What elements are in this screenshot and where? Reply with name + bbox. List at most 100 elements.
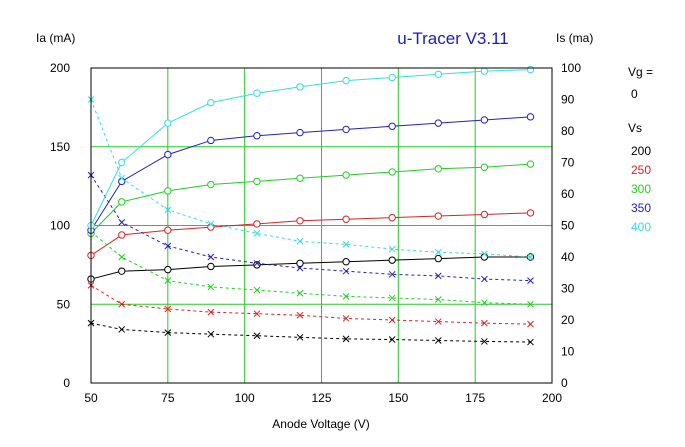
ia-point-400 bbox=[118, 158, 126, 167]
ia-point-300 bbox=[253, 177, 261, 186]
is-marker-stroke bbox=[481, 338, 488, 345]
is-marker-stroke bbox=[296, 289, 304, 297]
is-marker-stroke bbox=[207, 220, 215, 228]
y-right-tick-label: 80 bbox=[561, 124, 575, 138]
ia-point-350 bbox=[480, 116, 489, 124]
is-point-350 bbox=[296, 264, 304, 272]
is-point-300 bbox=[342, 293, 350, 300]
ia-point-400 bbox=[164, 119, 172, 127]
is-point-200 bbox=[527, 338, 534, 346]
x-tick-label: 200 bbox=[542, 391, 562, 405]
ia-point-300 bbox=[342, 171, 350, 179]
is-point-200 bbox=[207, 330, 215, 338]
is-point-350 bbox=[118, 218, 126, 226]
is-point-200 bbox=[296, 333, 304, 341]
y-right-tick-label: 60 bbox=[561, 187, 575, 201]
ia-point-400 bbox=[480, 67, 489, 75]
ia-point-350 bbox=[164, 150, 172, 159]
is-point-200 bbox=[388, 336, 396, 343]
ia-point-350 bbox=[526, 113, 535, 121]
is-point-350 bbox=[527, 277, 534, 284]
is-point-400 bbox=[388, 245, 396, 253]
is-marker-stroke bbox=[164, 305, 172, 313]
ia-point-300 bbox=[118, 198, 126, 206]
y-right-tick-label: 10 bbox=[561, 345, 575, 359]
is-line-200 bbox=[90, 322, 531, 343]
ia-point-350 bbox=[253, 132, 261, 140]
is-marker-stroke bbox=[207, 253, 215, 261]
is-marker-stroke bbox=[388, 336, 396, 343]
x-tick-labels: 50 75 100 125 150 175 200 bbox=[84, 391, 562, 405]
is-marker-stroke bbox=[164, 206, 172, 214]
is-marker-stroke bbox=[434, 272, 442, 280]
is-point-300 bbox=[527, 300, 534, 308]
x-tick-label: 50 bbox=[84, 391, 98, 405]
is-point-400 bbox=[481, 250, 488, 258]
ia-point-400 bbox=[388, 73, 396, 82]
is-point-300 bbox=[296, 289, 304, 297]
legend-entry-300: 300 bbox=[631, 182, 651, 196]
legend: Vg = 0 Vs 200 250 300 350 400 bbox=[628, 65, 653, 234]
legend-vg-label: Vg = bbox=[628, 65, 653, 79]
is-point-250 bbox=[118, 300, 126, 308]
plot-frame bbox=[90, 67, 553, 384]
ia-point-300 bbox=[207, 180, 215, 189]
ia-point-400 bbox=[342, 76, 350, 85]
is-point-350 bbox=[207, 253, 215, 261]
ia-point-300 bbox=[296, 174, 304, 182]
y-left-axis-label: Ia (mA) bbox=[36, 31, 75, 45]
is-point-400 bbox=[253, 230, 261, 237]
is-marker-stroke bbox=[118, 300, 126, 308]
ia-point-200 bbox=[480, 253, 489, 261]
y-left-tick-label: 200 bbox=[50, 61, 70, 75]
is-marker-stroke bbox=[296, 333, 304, 341]
ia-point-300 bbox=[434, 165, 442, 173]
is-point-300 bbox=[434, 296, 442, 303]
is-marker-stroke bbox=[342, 241, 350, 248]
is-marker-stroke bbox=[434, 318, 442, 325]
ia-point-250 bbox=[342, 215, 350, 223]
ia-point-250 bbox=[480, 210, 489, 219]
is-point-200 bbox=[118, 326, 126, 333]
is-point-400 bbox=[296, 237, 304, 245]
x-tick-label: 175 bbox=[465, 391, 485, 405]
ia-point-200 bbox=[296, 259, 304, 267]
y-right-tick-label: 100 bbox=[561, 61, 581, 75]
is-marker-stroke bbox=[164, 329, 172, 336]
ia-point-250 bbox=[526, 209, 535, 217]
is-marker-stroke bbox=[527, 338, 534, 346]
is-marker-stroke bbox=[527, 320, 534, 328]
is-marker-stroke bbox=[118, 218, 126, 226]
is-marker-stroke bbox=[296, 237, 304, 245]
ia-point-350 bbox=[296, 128, 304, 137]
is-point-250 bbox=[481, 319, 488, 327]
is-marker-stroke bbox=[118, 326, 126, 333]
is-point-250 bbox=[207, 308, 215, 316]
is-marker-stroke bbox=[342, 315, 350, 322]
y-right-tick-label: 70 bbox=[561, 156, 575, 170]
legend-entry-200: 200 bbox=[631, 144, 651, 158]
y-left-tick-labels: 0 50 100 150 200 bbox=[50, 61, 70, 390]
is-point-400 bbox=[118, 174, 126, 182]
is-point-350 bbox=[388, 270, 396, 278]
x-tick-label: 100 bbox=[235, 391, 255, 405]
is-point-350 bbox=[164, 242, 172, 250]
ia-point-200 bbox=[164, 265, 172, 274]
is-marker-stroke bbox=[118, 253, 126, 261]
ia-point-200 bbox=[118, 267, 126, 275]
is-point-250 bbox=[253, 310, 261, 318]
ia-point-350 bbox=[388, 122, 396, 130]
ia-point-250 bbox=[253, 220, 261, 228]
is-marker-stroke bbox=[388, 245, 396, 253]
ia-point-250 bbox=[434, 212, 442, 220]
y-right-tick-labels: 0 10 20 30 40 50 60 70 80 90 100 bbox=[561, 61, 581, 390]
is-point-300 bbox=[388, 294, 396, 302]
is-marker-stroke bbox=[253, 259, 261, 267]
x-tick-label: 75 bbox=[161, 391, 175, 405]
is-marker-stroke bbox=[481, 275, 488, 283]
is-marker-stroke bbox=[296, 311, 304, 319]
is-point-250 bbox=[388, 316, 396, 324]
is-point-200 bbox=[164, 329, 172, 336]
